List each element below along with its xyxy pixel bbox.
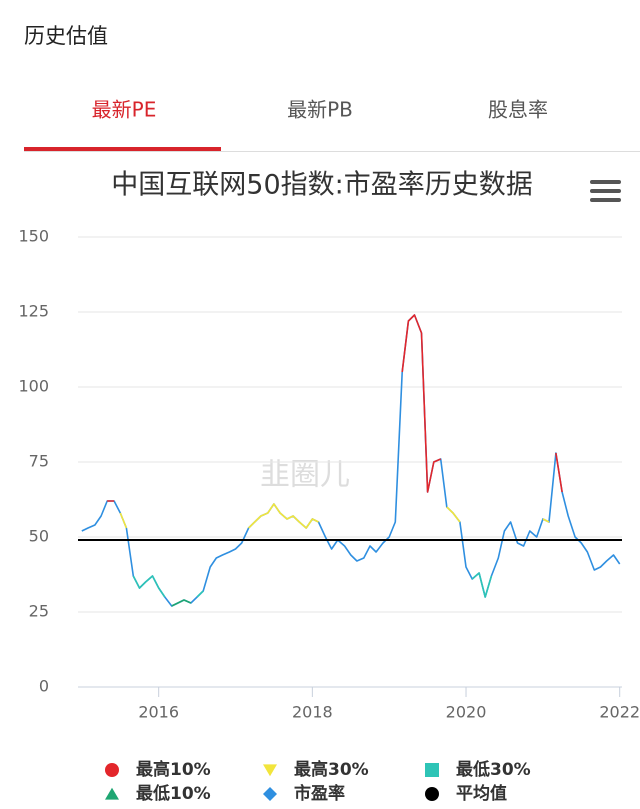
- legend-marker: [105, 787, 119, 800]
- header-title: 历史估值: [24, 24, 108, 48]
- y-tick-label: 150: [18, 227, 49, 246]
- chart-title: 中国互联网50指数:市盈率历史数据: [111, 170, 532, 201]
- tab[interactable]: 最新PE: [92, 98, 157, 122]
- legend-marker: [105, 763, 119, 777]
- series-line: [107, 314, 563, 502]
- tab-bar: 最新PE 最新PB 股息率: [24, 98, 548, 151]
- y-tick-label: 75: [29, 452, 49, 471]
- series-line: [133, 570, 594, 597]
- legend-marker: [263, 764, 277, 777]
- legend-label[interactable]: 最高30%: [294, 759, 369, 780]
- tab-indicator: [24, 147, 221, 151]
- x-tick-label: 2016: [138, 703, 179, 722]
- legend-marker: [263, 787, 277, 801]
- menu-button[interactable]: [590, 180, 621, 202]
- legend-label[interactable]: 平均值: [456, 783, 507, 804]
- y-tick-label: 100: [18, 377, 49, 396]
- y-tick-label: 0: [39, 677, 49, 696]
- menu-bar: [590, 189, 621, 193]
- legend-label[interactable]: 最低10%: [136, 783, 211, 804]
- series-line: [120, 504, 568, 528]
- x-tick-label: 2022: [599, 703, 640, 722]
- legend-marker: [425, 787, 439, 801]
- legend-label[interactable]: 最高10%: [136, 759, 211, 780]
- tab[interactable]: 股息率: [488, 98, 548, 122]
- y-tick-label: 50: [29, 527, 49, 546]
- tab[interactable]: 最新PB: [287, 98, 353, 122]
- legend-marker: [425, 763, 439, 777]
- menu-bar: [590, 180, 621, 184]
- y-tick-label: 125: [18, 302, 49, 321]
- legend-label[interactable]: 市盈率: [294, 783, 345, 804]
- tab-divider: [24, 151, 640, 152]
- legend: 最高10% 最高30% 最低30% 最低10% 市盈率 平均值: [105, 759, 531, 804]
- x-tick-label: 2020: [446, 703, 487, 722]
- menu-bar: [590, 198, 621, 202]
- series-line: [171, 599, 192, 607]
- watermark: 韭圈儿: [260, 458, 350, 493]
- y-tick-label: 25: [29, 602, 49, 621]
- legend-label[interactable]: 最低30%: [456, 759, 531, 780]
- plot: 0 25 50 75 100 125 150 2016 2018 2020 2022: [18, 227, 640, 722]
- series-line: [81, 314, 621, 607]
- x-tick-label: 2018: [292, 703, 333, 722]
